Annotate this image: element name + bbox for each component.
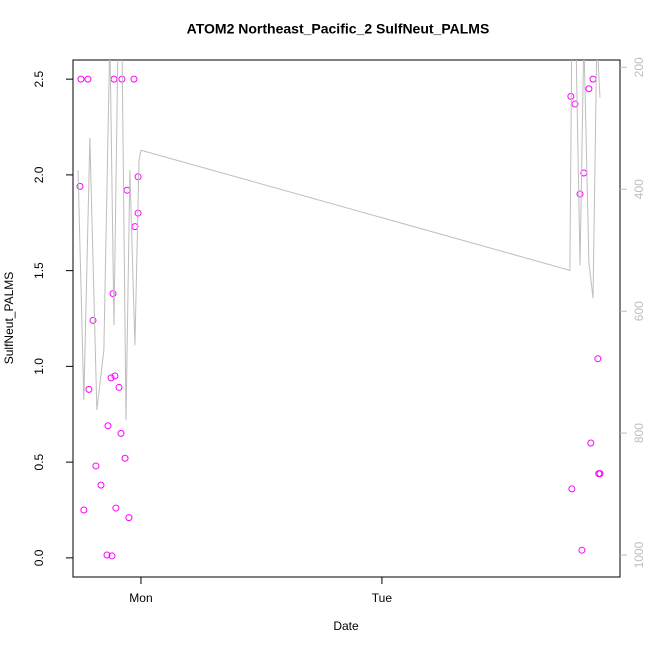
point <box>92 462 100 470</box>
point <box>76 182 84 190</box>
y-tick-label: 0.0 <box>32 549 46 566</box>
y-tick-label: 1.5 <box>32 262 46 279</box>
chart-title: ATOM2 Northeast_Pacific_2 SulfNeut_PALMS <box>187 21 490 37</box>
y2-tick-label: 200 <box>632 57 646 77</box>
point <box>121 454 129 462</box>
point <box>89 316 97 324</box>
y-tick-label: 0.5 <box>32 453 46 470</box>
plot-box <box>72 59 621 578</box>
point <box>576 190 584 198</box>
y-tick-label: 2.5 <box>32 70 46 87</box>
y-axis-title: SulfNeut_PALMS <box>2 272 16 365</box>
point <box>594 355 602 363</box>
point <box>130 75 138 83</box>
point <box>585 85 593 93</box>
point <box>125 514 133 522</box>
point <box>115 383 123 391</box>
x-axis-title: Date <box>333 619 359 633</box>
y2-tick-label: 1000 <box>632 541 646 568</box>
point <box>589 75 597 83</box>
point <box>77 75 85 83</box>
point <box>84 75 92 83</box>
point <box>112 504 120 512</box>
point <box>596 470 604 478</box>
line-series <box>77 60 601 421</box>
point <box>568 485 576 493</box>
point <box>134 173 142 181</box>
y2-tick-label: 800 <box>632 423 646 443</box>
point <box>108 552 116 560</box>
point <box>85 385 93 393</box>
x-tick-label: Mon <box>129 591 152 605</box>
point <box>571 100 579 108</box>
point <box>110 75 118 83</box>
point <box>578 546 586 554</box>
point <box>587 439 595 447</box>
point <box>103 551 111 559</box>
y2-tick-label: 400 <box>632 179 646 199</box>
point <box>80 506 88 514</box>
point <box>111 372 119 380</box>
y2-tick-label: 600 <box>632 301 646 321</box>
x-tick-label: Tue <box>372 591 393 605</box>
point <box>104 422 112 430</box>
y-tick-label: 2.0 <box>32 166 46 183</box>
point <box>107 374 115 382</box>
y-tick-label: 1.0 <box>32 358 46 375</box>
point <box>117 429 125 437</box>
point <box>97 481 105 489</box>
